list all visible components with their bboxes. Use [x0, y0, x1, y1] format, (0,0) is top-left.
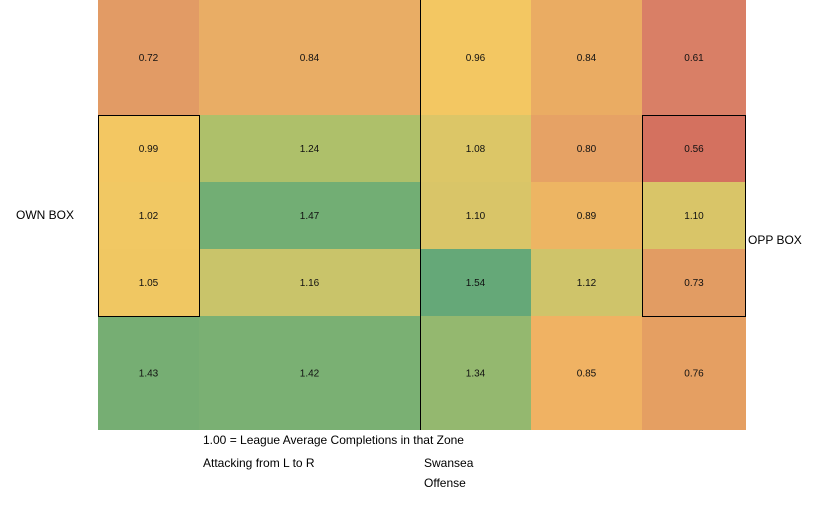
cell-value-label: 1.54 — [466, 278, 486, 289]
heatmap-cell-r1-c3 — [420, 0, 531, 115]
opp-box-label: OPP BOX — [748, 233, 802, 247]
cell-value-label: 0.73 — [684, 278, 704, 289]
heatmap-cell-r5-c4 — [531, 316, 642, 430]
heatmap-cell-r4-c5 — [642, 249, 746, 316]
cell-value-label: 1.05 — [139, 278, 159, 289]
cell-value-label: 0.76 — [684, 369, 704, 380]
metric-label: Offense — [424, 476, 466, 490]
heatmap-cell-r4-c3 — [420, 249, 531, 316]
heatmap-cell-r5-c2 — [199, 316, 420, 430]
heatmap-cell-r3-c1 — [98, 182, 199, 249]
cell-value-label: 1.08 — [466, 144, 486, 155]
heatmap-cell-r2-c5 — [642, 115, 746, 182]
heatmap-cell-r4-c4 — [531, 249, 642, 316]
cell-value-label: 1.12 — [577, 278, 597, 289]
heatmap-cell-r5-c1 — [98, 316, 199, 430]
heatmap-cell-r1-c2 — [199, 0, 420, 115]
heatmap-cell-r5-c3 — [420, 316, 531, 430]
heatmap-cell-r2-c1 — [98, 115, 199, 182]
cell-value-label: 0.80 — [577, 144, 597, 155]
cell-value-label: 1.43 — [139, 369, 159, 380]
heatmap-cell-r1-c4 — [531, 0, 642, 115]
cell-value-label: 0.84 — [577, 53, 597, 64]
cell-value-label: 0.99 — [139, 144, 159, 155]
cell-value-label: 0.96 — [466, 53, 486, 64]
team-name: Swansea — [424, 456, 474, 470]
cell-value-label: 1.02 — [139, 211, 159, 222]
heatmap-cell-r3-c3 — [420, 182, 531, 249]
cell-value-label: 0.56 — [684, 144, 704, 155]
heatmap-cell-r2-c3 — [420, 115, 531, 182]
heatmap-cell-r3-c2 — [199, 182, 420, 249]
heatmap-cell-r3-c5 — [642, 182, 746, 249]
cell-value-label: 1.34 — [466, 369, 486, 380]
heatmap-cell-r4-c2 — [199, 249, 420, 316]
cell-value-label: 0.85 — [577, 369, 597, 380]
cell-value-label: 1.10 — [466, 211, 486, 222]
cell-value-label: 1.47 — [300, 211, 320, 222]
cell-value-label: 1.10 — [684, 211, 704, 222]
heatmap-cell-r4-c1 — [98, 249, 199, 316]
direction-note: Attacking from L to R — [203, 456, 315, 470]
opp-box-outline — [642, 115, 746, 317]
cell-value-label: 1.24 — [300, 144, 320, 155]
heatmap-cell-r1-c5 — [642, 0, 746, 115]
heatmap-cell-r1-c1 — [98, 0, 199, 115]
own-box-outline — [98, 115, 200, 317]
own-box-label: OWN BOX — [16, 208, 75, 222]
cell-value-label: 1.16 — [300, 278, 320, 289]
cell-value-label: 1.42 — [300, 369, 320, 380]
heatmap-cell-r5-c5 — [642, 316, 746, 430]
heatmap-cell-r3-c4 — [531, 182, 642, 249]
heatmap-cell-r2-c2 — [199, 115, 420, 182]
cell-value-label: 0.89 — [577, 211, 597, 222]
legend-note: 1.00 = League Average Completions in tha… — [203, 433, 464, 447]
cell-value-label: 0.72 — [139, 53, 159, 64]
heatmap-cell-r2-c4 — [531, 115, 642, 182]
cell-value-label: 0.84 — [300, 53, 320, 64]
cell-value-label: 0.61 — [684, 53, 704, 64]
